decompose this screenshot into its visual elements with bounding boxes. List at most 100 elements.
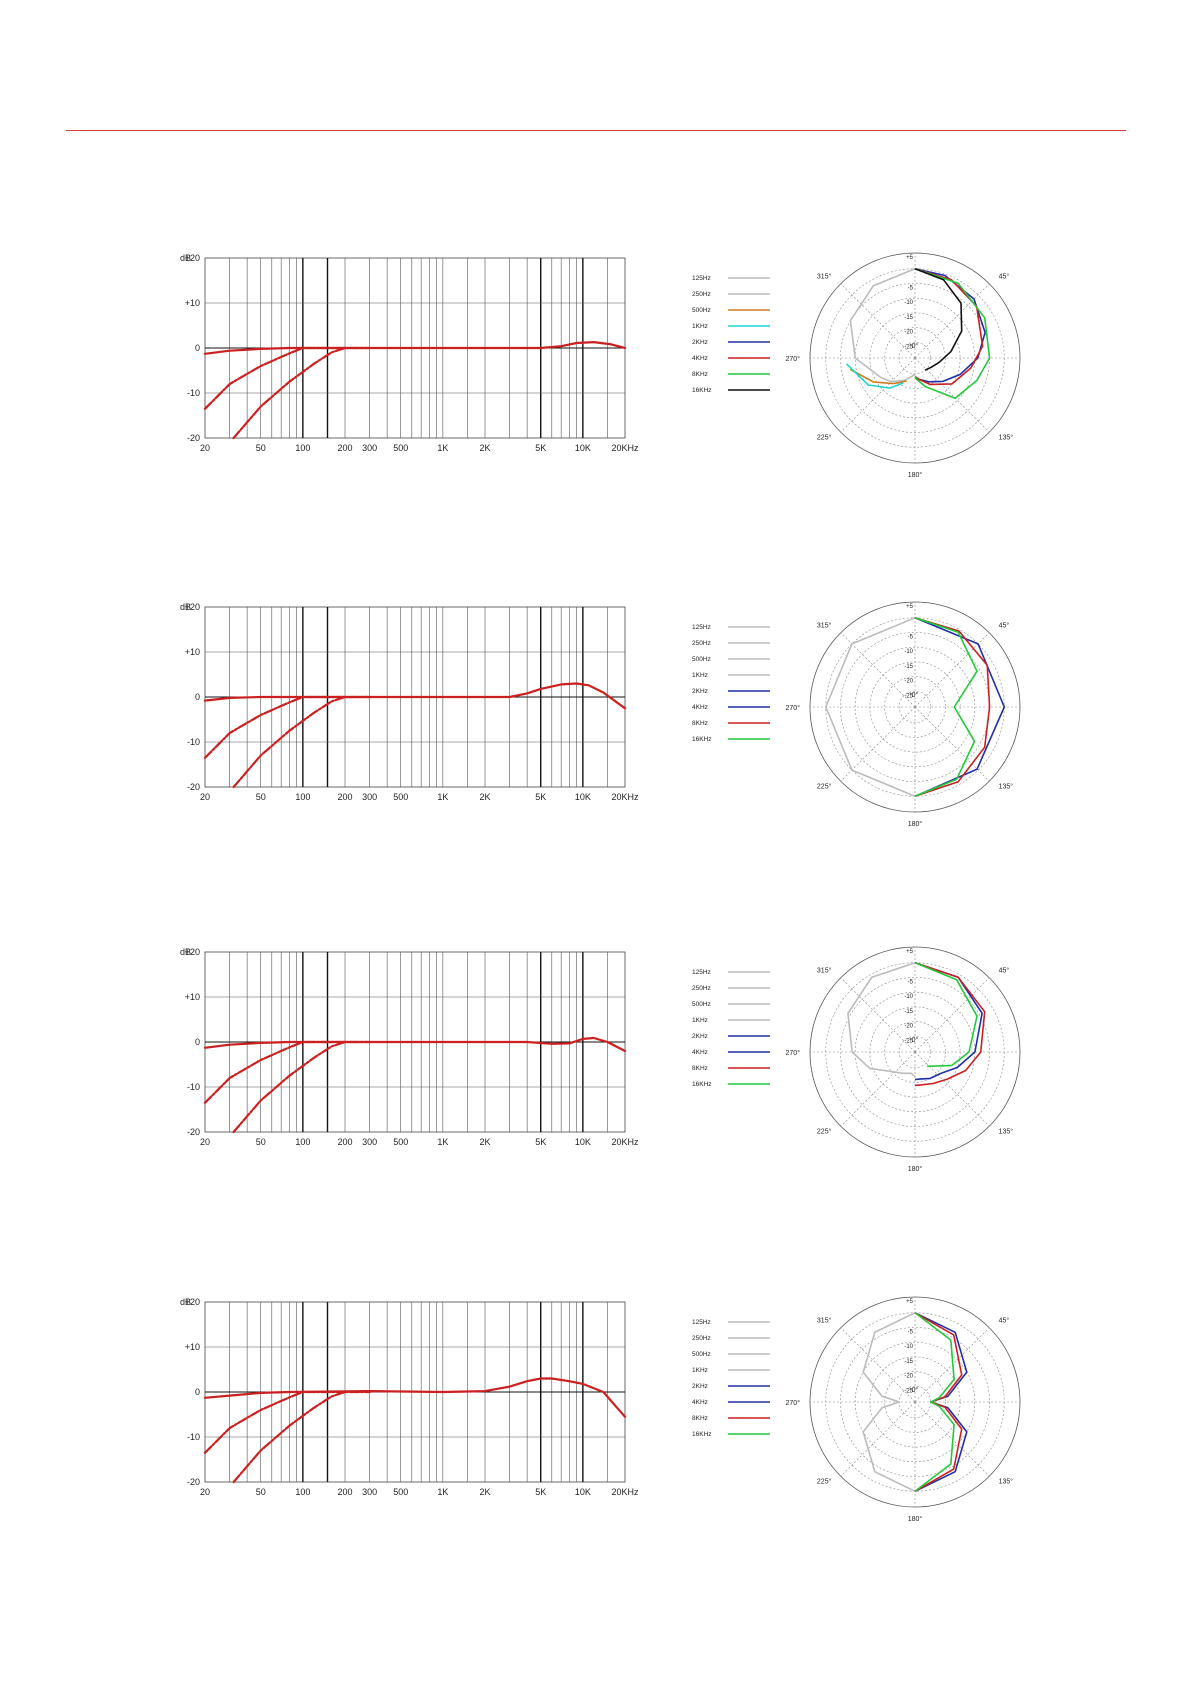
polar-curve (849, 368, 907, 385)
ring-label: -5 (908, 1329, 914, 1335)
polar-spoke (840, 1401, 916, 1477)
x-tick-label: 50 (256, 1137, 266, 1147)
angle-label: 0° (912, 342, 919, 350)
polar-spoke (914, 357, 990, 433)
x-tick-label: 5K (535, 443, 546, 453)
polar-spoke (840, 706, 916, 782)
x-tick-label: 10K (575, 443, 591, 453)
legend-label: 8KHz (692, 1065, 708, 1072)
x-tick-label: 200 (337, 792, 352, 802)
polar-spoke (840, 977, 916, 1053)
x-tick-label: 5K (535, 792, 546, 802)
response-curve (203, 1377, 627, 1418)
x-tick-label: 300 (362, 443, 377, 453)
angle-label: 270° (786, 704, 801, 712)
ring-label: -10 (904, 994, 913, 1000)
polar-ring (884, 676, 946, 738)
polar-curve (914, 1312, 955, 1492)
ring-label: -5 (908, 979, 914, 985)
angle-label: 225° (817, 1478, 832, 1486)
x-tick-label: 2K (479, 1487, 490, 1497)
polar-curve (914, 617, 978, 798)
x-tick-label: 20KHz (611, 792, 639, 802)
x-tick-label: 20 (200, 1137, 210, 1147)
polar-spoke (840, 632, 916, 708)
polar-curve (914, 617, 991, 798)
polar-ring (898, 1035, 932, 1069)
angle-label: 180° (908, 820, 923, 828)
legend-label: 2KHz (692, 688, 708, 695)
polar-ring (884, 1021, 946, 1083)
response-curve (203, 1036, 627, 1053)
polar-ring (854, 646, 976, 768)
ring-label: -15 (904, 1359, 913, 1365)
x-tick-label: 1K (437, 792, 448, 802)
chart-row-4: dB +20 +10 0 -10 -20 20 50 100 200 300 500 1K 2K 5K 10K… (0, 1280, 1191, 1540)
x-tick-label: 1K (437, 1137, 448, 1147)
x-tick-label: 500 (393, 1487, 408, 1497)
angle-label: 0° (912, 691, 919, 699)
y-axis-label: dB (180, 947, 191, 957)
polar-spoke (840, 283, 916, 359)
polar-spoke (914, 283, 990, 359)
ring-label: -15 (904, 1009, 913, 1015)
y-tick-label: -10 (187, 388, 200, 398)
x-tick-label: 500 (393, 443, 408, 453)
y-tick-label: +10 (185, 647, 200, 657)
angle-label: 0° (912, 1386, 919, 1394)
polar-curve (914, 962, 978, 1068)
x-tick-label: 300 (362, 1487, 377, 1497)
ring-label: -5 (908, 285, 914, 291)
polar-ring (898, 690, 932, 724)
legend-label: 4KHz (692, 704, 708, 711)
legend-label: 125Hz (692, 969, 711, 976)
chart-row-1: dB +20 +10 0 -10 -20 20 50 100 200 300 500 1K 2K 5K 10K… (0, 236, 1191, 496)
polar-ring (840, 977, 990, 1127)
x-tick-label: 10K (575, 792, 591, 802)
y-tick-label: 0 (195, 692, 200, 702)
polar-spoke (840, 1327, 916, 1403)
polar-ring (898, 341, 932, 375)
angle-label: 225° (817, 783, 832, 791)
y-axis-label: dB (180, 602, 191, 612)
angle-label: 45° (999, 966, 1010, 974)
ring-label: -25 (904, 1038, 913, 1044)
legend-label: 1KHz (692, 1367, 708, 1374)
x-tick-label: 1K (437, 443, 448, 453)
y-axis-label: dB (180, 1297, 191, 1307)
angle-label: 225° (817, 434, 832, 442)
x-tick-label: 500 (393, 792, 408, 802)
polar-ring (884, 327, 946, 389)
legend-label: 1KHz (692, 323, 708, 330)
x-tick-label: 20 (200, 1487, 210, 1497)
ring-label: -20 (904, 1374, 913, 1380)
chart-row-3: dB +20 +10 0 -10 -20 20 50 100 200 300 500 1K 2K 5K 10K… (0, 930, 1191, 1190)
x-tick-label: 5K (535, 1137, 546, 1147)
angle-label: 270° (786, 1049, 801, 1057)
angle-label: 270° (786, 1399, 801, 1407)
chart-row-2: dB +20 +10 0 -10 -20 20 50 100 200 300 500 1K 2K 5K 10K… (0, 585, 1191, 845)
x-tick-label: 200 (337, 1487, 352, 1497)
polar-pattern-chart-4: 0°45°90°135°180°225°270°315°+5-5-10-15-2… (692, 1296, 1021, 1523)
x-tick-label: 10K (575, 1137, 591, 1147)
header-rule (66, 130, 1126, 131)
angle-label: 135° (999, 783, 1014, 791)
angle-label: 45° (999, 1316, 1010, 1324)
x-tick-label: 20KHz (611, 443, 639, 453)
x-tick-label: 2K (479, 1137, 490, 1147)
legend-label: 2KHz (692, 339, 708, 346)
polar-curve (914, 268, 963, 371)
y-tick-label: -20 (187, 433, 200, 443)
x-tick-label: 20 (200, 443, 210, 453)
polar-ring (854, 991, 976, 1113)
angle-label: 135° (999, 1478, 1014, 1486)
y-tick-label: -20 (187, 782, 200, 792)
ring-label: +5 (906, 255, 914, 261)
legend-label: 500Hz (692, 656, 711, 663)
polar-curve (914, 962, 983, 1081)
x-tick-label: 20KHz (611, 1137, 639, 1147)
ring-label: -10 (904, 649, 913, 655)
angle-label: 180° (908, 1165, 923, 1173)
